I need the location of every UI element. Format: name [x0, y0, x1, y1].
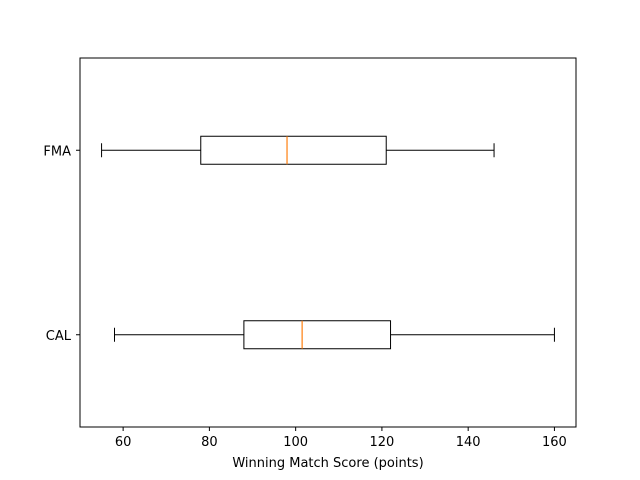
plot-frame — [79, 57, 577, 428]
iqr-box-cal — [243, 320, 392, 350]
x-axis-ticks: 60 80 100 120 140 160 — [115, 427, 567, 450]
x-tick-label: 160 — [542, 435, 567, 450]
x-tick-label: 80 — [201, 435, 218, 450]
y-tick-label-cal: CAL — [46, 329, 72, 344]
y-axis-ticks: CAL FMA — [43, 144, 80, 344]
x-axis-label: Winning Match Score (points) — [232, 456, 423, 471]
plot-area — [80, 58, 576, 427]
box-group — [101, 135, 555, 350]
x-tick-label: 120 — [369, 435, 394, 450]
iqr-box-fma — [200, 135, 387, 165]
box-fma — [101, 135, 495, 165]
x-tick-label: 60 — [115, 435, 132, 450]
x-tick-label: 140 — [456, 435, 481, 450]
box-cal — [114, 320, 555, 350]
x-tick-label: 100 — [283, 435, 308, 450]
y-tick-label-fma: FMA — [43, 144, 71, 159]
